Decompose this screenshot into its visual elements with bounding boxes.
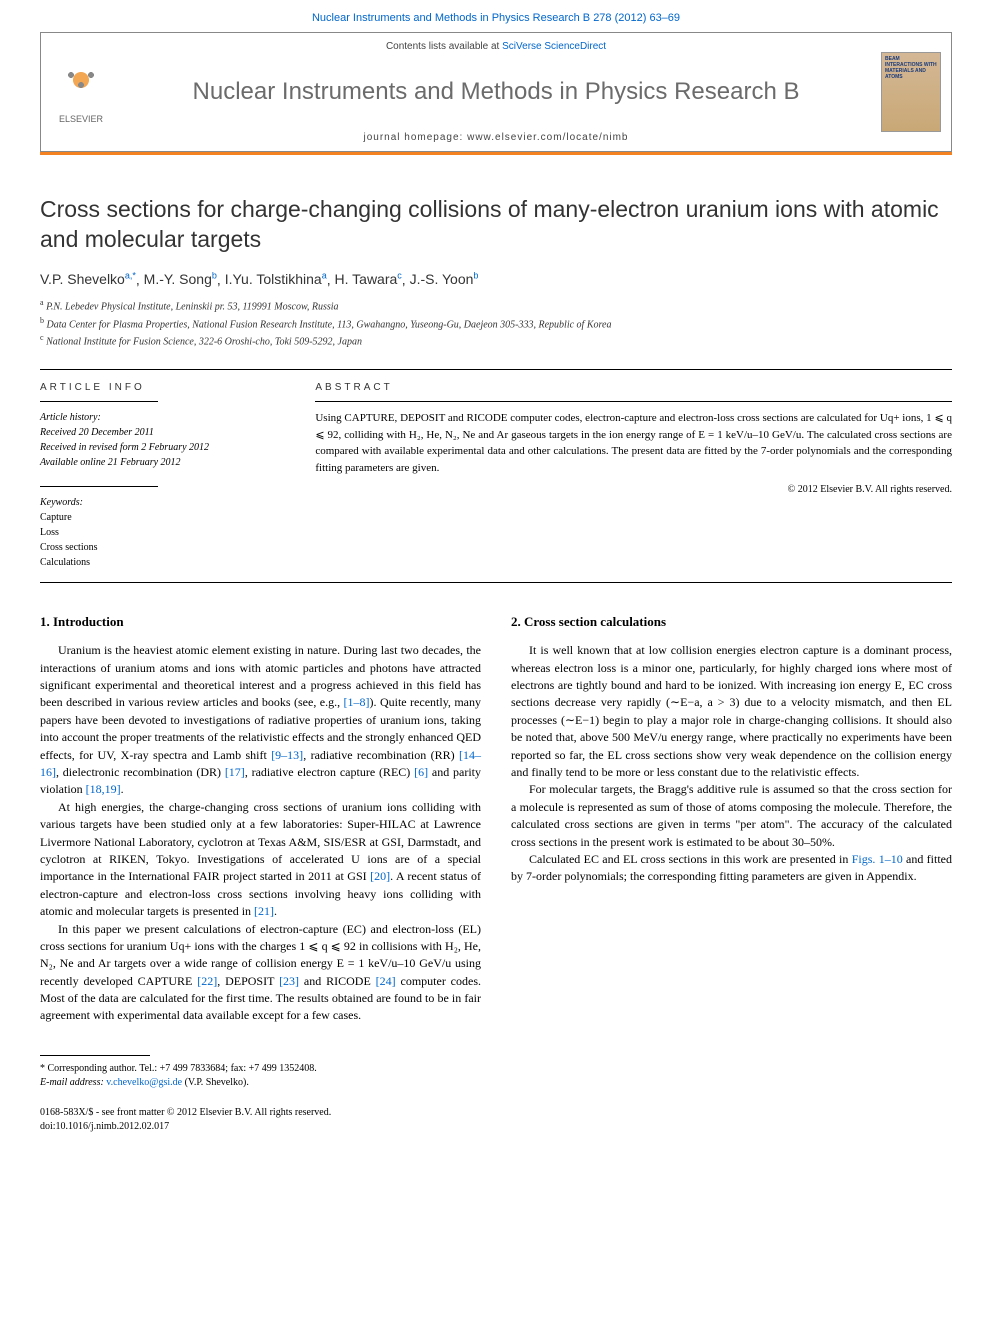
info-divider (315, 401, 952, 402)
abstract-copyright: © 2012 Elsevier B.V. All rights reserved… (315, 484, 952, 495)
email-person: (V.P. Shevelko). (185, 1077, 249, 1088)
journal-title: Nuclear Instruments and Methods in Physi… (133, 78, 859, 106)
author-email[interactable]: v.chevelko@gsi.de (106, 1077, 182, 1088)
cover-box: BEAM INTERACTIONS WITH MATERIALS AND ATO… (881, 52, 941, 132)
abstract-label: ABSTRACT (315, 382, 952, 393)
body-paragraph: At high energies, the charge-changing cr… (40, 799, 481, 921)
doi-line: doi:10.1016/j.nimb.2012.02.017 (40, 1120, 481, 1134)
body-text-columns: 1. Introduction Uranium is the heaviest … (40, 613, 952, 1133)
article-title: Cross sections for charge-changing colli… (40, 195, 952, 255)
body-paragraph: In this paper we present calculations of… (40, 921, 481, 1025)
keyword: Loss (40, 525, 275, 540)
history-item: Received in revised form 2 February 2012 (40, 440, 275, 455)
header-center: Contents lists available at SciVerse Sci… (121, 33, 871, 151)
email-line: E-mail address: v.chevelko@gsi.de (V.P. … (40, 1076, 481, 1090)
affiliation: b Data Center for Plasma Properties, Nat… (40, 315, 952, 332)
body-paragraph: Uranium is the heaviest atomic element e… (40, 642, 481, 799)
keyword: Calculations (40, 555, 275, 570)
keyword: Cross sections (40, 540, 275, 555)
article-body: Cross sections for charge-changing colli… (0, 155, 992, 1154)
affiliation-list: a P.N. Lebedev Physical Institute, Lenin… (40, 297, 952, 349)
corr-line: * Corresponding author. Tel.: +7 499 783… (40, 1062, 481, 1076)
journal-header-box: ELSEVIER Contents lists available at Sci… (40, 32, 952, 152)
issn-line: 0168-583X/$ - see front matter © 2012 El… (40, 1106, 481, 1120)
body-paragraph: It is well known that at low collision e… (511, 642, 952, 781)
author-list: V.P. Shevelkoa,*, M.-Y. Songb, I.Yu. Tol… (40, 271, 952, 288)
affiliation: c National Institute for Fusion Science,… (40, 332, 952, 349)
email-label: E-mail address: (40, 1077, 104, 1088)
footnote-separator (40, 1055, 150, 1056)
publisher-label: ELSEVIER (59, 114, 103, 124)
elsevier-tree-icon (56, 60, 106, 110)
journal-citation: Nuclear Instruments and Methods in Physi… (0, 0, 992, 32)
article-history: Article history: Received 20 December 20… (40, 410, 275, 470)
section-heading: 1. Introduction (40, 613, 481, 632)
sciencedirect-link[interactable]: SciVerse ScienceDirect (502, 41, 606, 52)
body-paragraph: For molecular targets, the Bragg's addit… (511, 781, 952, 851)
publisher-logo: ELSEVIER (41, 33, 121, 151)
history-item: Available online 21 February 2012 (40, 455, 275, 470)
corresponding-author-note: * Corresponding author. Tel.: +7 499 783… (40, 1062, 481, 1090)
contents-available-line: Contents lists available at SciVerse Sci… (133, 41, 859, 52)
journal-cover-thumb: BEAM INTERACTIONS WITH MATERIALS AND ATO… (871, 33, 951, 151)
affiliation: a P.N. Lebedev Physical Institute, Lenin… (40, 297, 952, 314)
section-heading: 2. Cross section calculations (511, 613, 952, 632)
keyword: Capture (40, 510, 275, 525)
article-info-row: ARTICLE INFO Article history: Received 2… (40, 369, 952, 583)
article-info-left: ARTICLE INFO Article history: Received 2… (40, 370, 295, 582)
homepage-label: journal homepage: (363, 132, 463, 143)
author: H. Tawarac (335, 271, 402, 287)
contents-label: Contents lists available at (386, 41, 499, 52)
history-label: Article history: (40, 410, 275, 425)
keywords-block: Keywords: Capture Loss Cross sections Ca… (40, 495, 275, 570)
keywords-label: Keywords: (40, 495, 275, 510)
info-divider (40, 401, 158, 402)
homepage-url[interactable]: www.elsevier.com/locate/nimb (467, 132, 628, 143)
history-item: Received 20 December 2011 (40, 425, 275, 440)
body-paragraph: Calculated EC and EL cross sections in t… (511, 851, 952, 886)
info-divider (40, 486, 158, 487)
article-info-label: ARTICLE INFO (40, 382, 275, 393)
author: J.-S. Yoonb (410, 271, 479, 287)
author: I.Yu. Tolstikhinaa (225, 271, 327, 287)
issn-doi-block: 0168-583X/$ - see front matter © 2012 El… (40, 1106, 481, 1134)
journal-homepage-line: journal homepage: www.elsevier.com/locat… (133, 132, 859, 143)
abstract-text: Using CAPTURE, DEPOSIT and RICODE comput… (315, 410, 952, 476)
abstract-block: ABSTRACT Using CAPTURE, DEPOSIT and RICO… (295, 370, 952, 582)
author: V.P. Shevelkoa,* (40, 271, 136, 287)
author: M.-Y. Songb (144, 271, 217, 287)
